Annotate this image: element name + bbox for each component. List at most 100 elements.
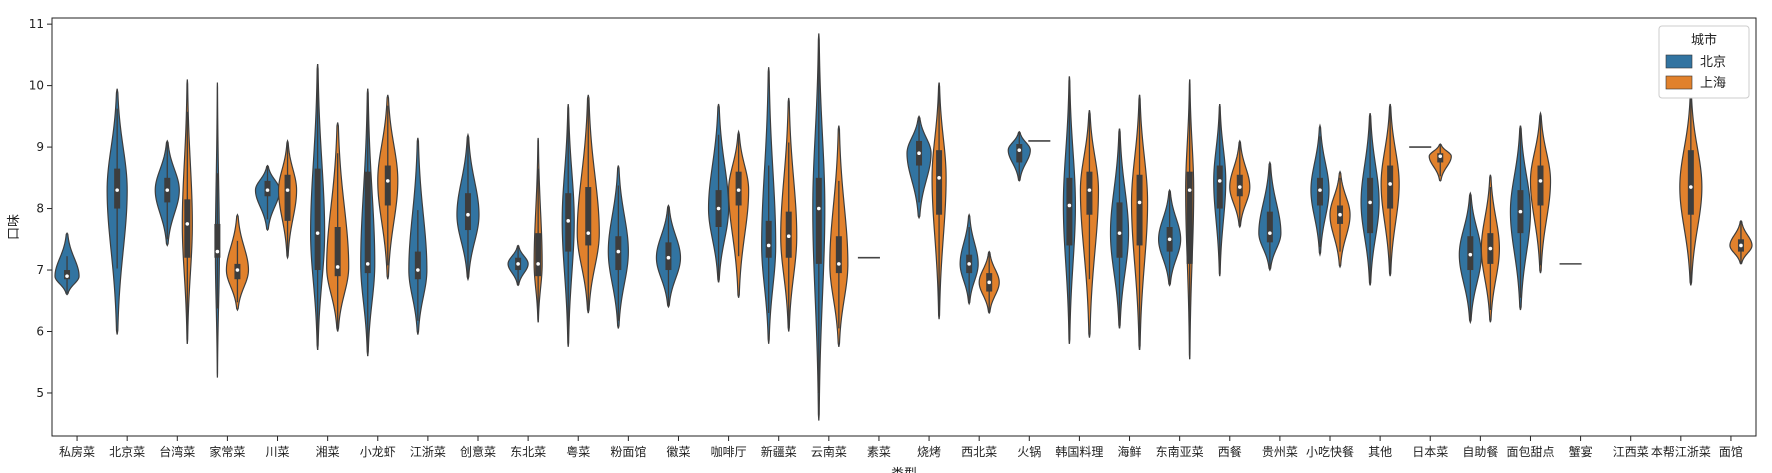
violin-median bbox=[1237, 185, 1242, 189]
violin-median bbox=[1117, 231, 1122, 235]
violin-median bbox=[335, 265, 340, 269]
violin-iqr-box bbox=[284, 174, 291, 221]
violin-median bbox=[716, 206, 721, 211]
x-tick-label: 日本菜 bbox=[1412, 445, 1448, 459]
violin-median bbox=[786, 234, 791, 239]
violin-median bbox=[1488, 246, 1493, 251]
violin-median bbox=[1017, 148, 1022, 152]
x-tick-label: 西北菜 bbox=[961, 445, 997, 459]
violin-iqr-box bbox=[535, 233, 542, 277]
x-tick-label: 咖啡厅 bbox=[711, 444, 747, 459]
violin-median bbox=[1217, 179, 1222, 183]
violin-median bbox=[817, 206, 821, 211]
x-tick-label: 徽菜 bbox=[666, 444, 690, 459]
x-tick-label: 粉面馆 bbox=[610, 444, 646, 459]
violin-median bbox=[315, 231, 320, 235]
violin-iqr-box bbox=[765, 220, 772, 258]
violin-median bbox=[736, 188, 741, 192]
violin-median bbox=[215, 249, 220, 254]
x-tick-label: 其他 bbox=[1368, 445, 1392, 459]
violin-iqr-box bbox=[1537, 165, 1544, 206]
violin-median bbox=[666, 255, 671, 260]
violin-iqr-box bbox=[1186, 171, 1193, 264]
violin-median bbox=[65, 274, 69, 278]
violin-iqr-box bbox=[1136, 174, 1143, 246]
violin-median bbox=[285, 188, 290, 192]
violin-median bbox=[1137, 200, 1142, 205]
violin-median bbox=[987, 280, 991, 285]
violin-iqr-box bbox=[464, 193, 471, 231]
violin-iqr-box bbox=[214, 223, 221, 258]
legend: 城市 北京 上海 bbox=[1658, 25, 1750, 99]
y-tick-label: 11 bbox=[29, 17, 44, 31]
violin-median bbox=[1518, 209, 1523, 214]
y-tick-label: 8 bbox=[36, 202, 44, 216]
violin-median bbox=[185, 222, 190, 226]
x-tick-label: 北京菜 bbox=[109, 445, 145, 459]
violin-median bbox=[1368, 200, 1372, 205]
x-tick-label: 素菜 bbox=[867, 445, 891, 459]
x-tick-label: 贵州菜 bbox=[1262, 445, 1298, 459]
x-tick-label: 私房菜 bbox=[59, 444, 95, 459]
y-tick-label: 6 bbox=[36, 325, 44, 339]
violin-median bbox=[566, 219, 571, 223]
violin-median bbox=[466, 212, 470, 217]
x-tick-label: 江浙菜 bbox=[410, 445, 446, 459]
legend-swatch-shanghai bbox=[1665, 75, 1693, 90]
x-tick-label: 烧烤 bbox=[917, 444, 941, 459]
x-tick-label: 粤菜 bbox=[566, 444, 590, 459]
violin-iqr-box bbox=[1066, 177, 1073, 246]
x-tick-label: 台湾菜 bbox=[159, 444, 195, 459]
violin-iqr-box bbox=[384, 165, 391, 206]
violin-median bbox=[1689, 185, 1693, 189]
violin-iqr-box bbox=[936, 150, 943, 215]
violin-median bbox=[586, 231, 591, 235]
violin-iqr-box bbox=[1016, 144, 1023, 163]
y-axis: 5 6 7 8 9 10 11 bbox=[29, 17, 52, 400]
x-tick-label: 蟹宴 bbox=[1569, 444, 1593, 459]
x-axis-label: 类型 bbox=[891, 467, 917, 473]
x-axis: 私房菜 北京菜 台湾菜 家常菜 川菜 湘菜 小龙虾 江浙菜 创意菜 东北菜 粤菜 粉面馆 徽菜 咖啡厅 新疆… bbox=[59, 436, 1743, 459]
violin-median bbox=[235, 268, 240, 272]
x-tick-label: 西餐 bbox=[1218, 444, 1242, 459]
violin-median bbox=[1167, 237, 1172, 242]
y-tick-label: 9 bbox=[36, 140, 44, 154]
x-tick-label: 面馆 bbox=[1719, 444, 1743, 459]
violin-median bbox=[265, 188, 270, 192]
violins bbox=[54, 33, 1753, 421]
violin-iqr-box bbox=[334, 227, 341, 277]
x-tick-label: 云南菜 bbox=[811, 444, 847, 459]
x-tick-label: 川菜 bbox=[266, 445, 290, 459]
x-tick-label: 小吃快餐 bbox=[1306, 444, 1354, 459]
violin-median bbox=[1318, 188, 1322, 192]
violin-median bbox=[1388, 182, 1392, 186]
x-tick-label: 自助餐 bbox=[1462, 444, 1498, 459]
x-tick-label: 东南亚菜 bbox=[1156, 444, 1204, 459]
violin-iqr-box bbox=[1216, 165, 1223, 209]
legend-title: 城市 bbox=[1691, 32, 1717, 48]
violin-median bbox=[1468, 252, 1473, 257]
violin-iqr-box bbox=[1266, 211, 1273, 243]
y-tick-label: 5 bbox=[36, 386, 44, 400]
violin-iqr-box bbox=[1387, 165, 1394, 209]
violin-median bbox=[385, 179, 390, 183]
x-tick-label: 创意菜 bbox=[460, 444, 496, 459]
violin-median bbox=[1087, 188, 1092, 192]
x-tick-label: 本帮江浙菜 bbox=[1651, 445, 1711, 459]
violin-median bbox=[536, 262, 540, 266]
violin-iqr-box bbox=[414, 251, 421, 280]
violin-median bbox=[165, 188, 170, 192]
x-tick-label: 江西菜 bbox=[1613, 445, 1649, 459]
x-tick-label: 韩国料理 bbox=[1055, 444, 1103, 459]
violin-iqr-box bbox=[1086, 171, 1093, 215]
x-tick-label: 海鲜 bbox=[1118, 444, 1142, 459]
violin-iqr-box bbox=[364, 171, 371, 274]
violin-iqr-box bbox=[184, 199, 191, 258]
y-tick-label: 10 bbox=[29, 79, 44, 93]
x-tick-label: 火锅 bbox=[1017, 444, 1041, 459]
violin-median bbox=[1268, 231, 1272, 235]
violin-iqr-box bbox=[815, 177, 822, 264]
violin-median bbox=[967, 262, 971, 266]
violin-median bbox=[1538, 179, 1543, 183]
